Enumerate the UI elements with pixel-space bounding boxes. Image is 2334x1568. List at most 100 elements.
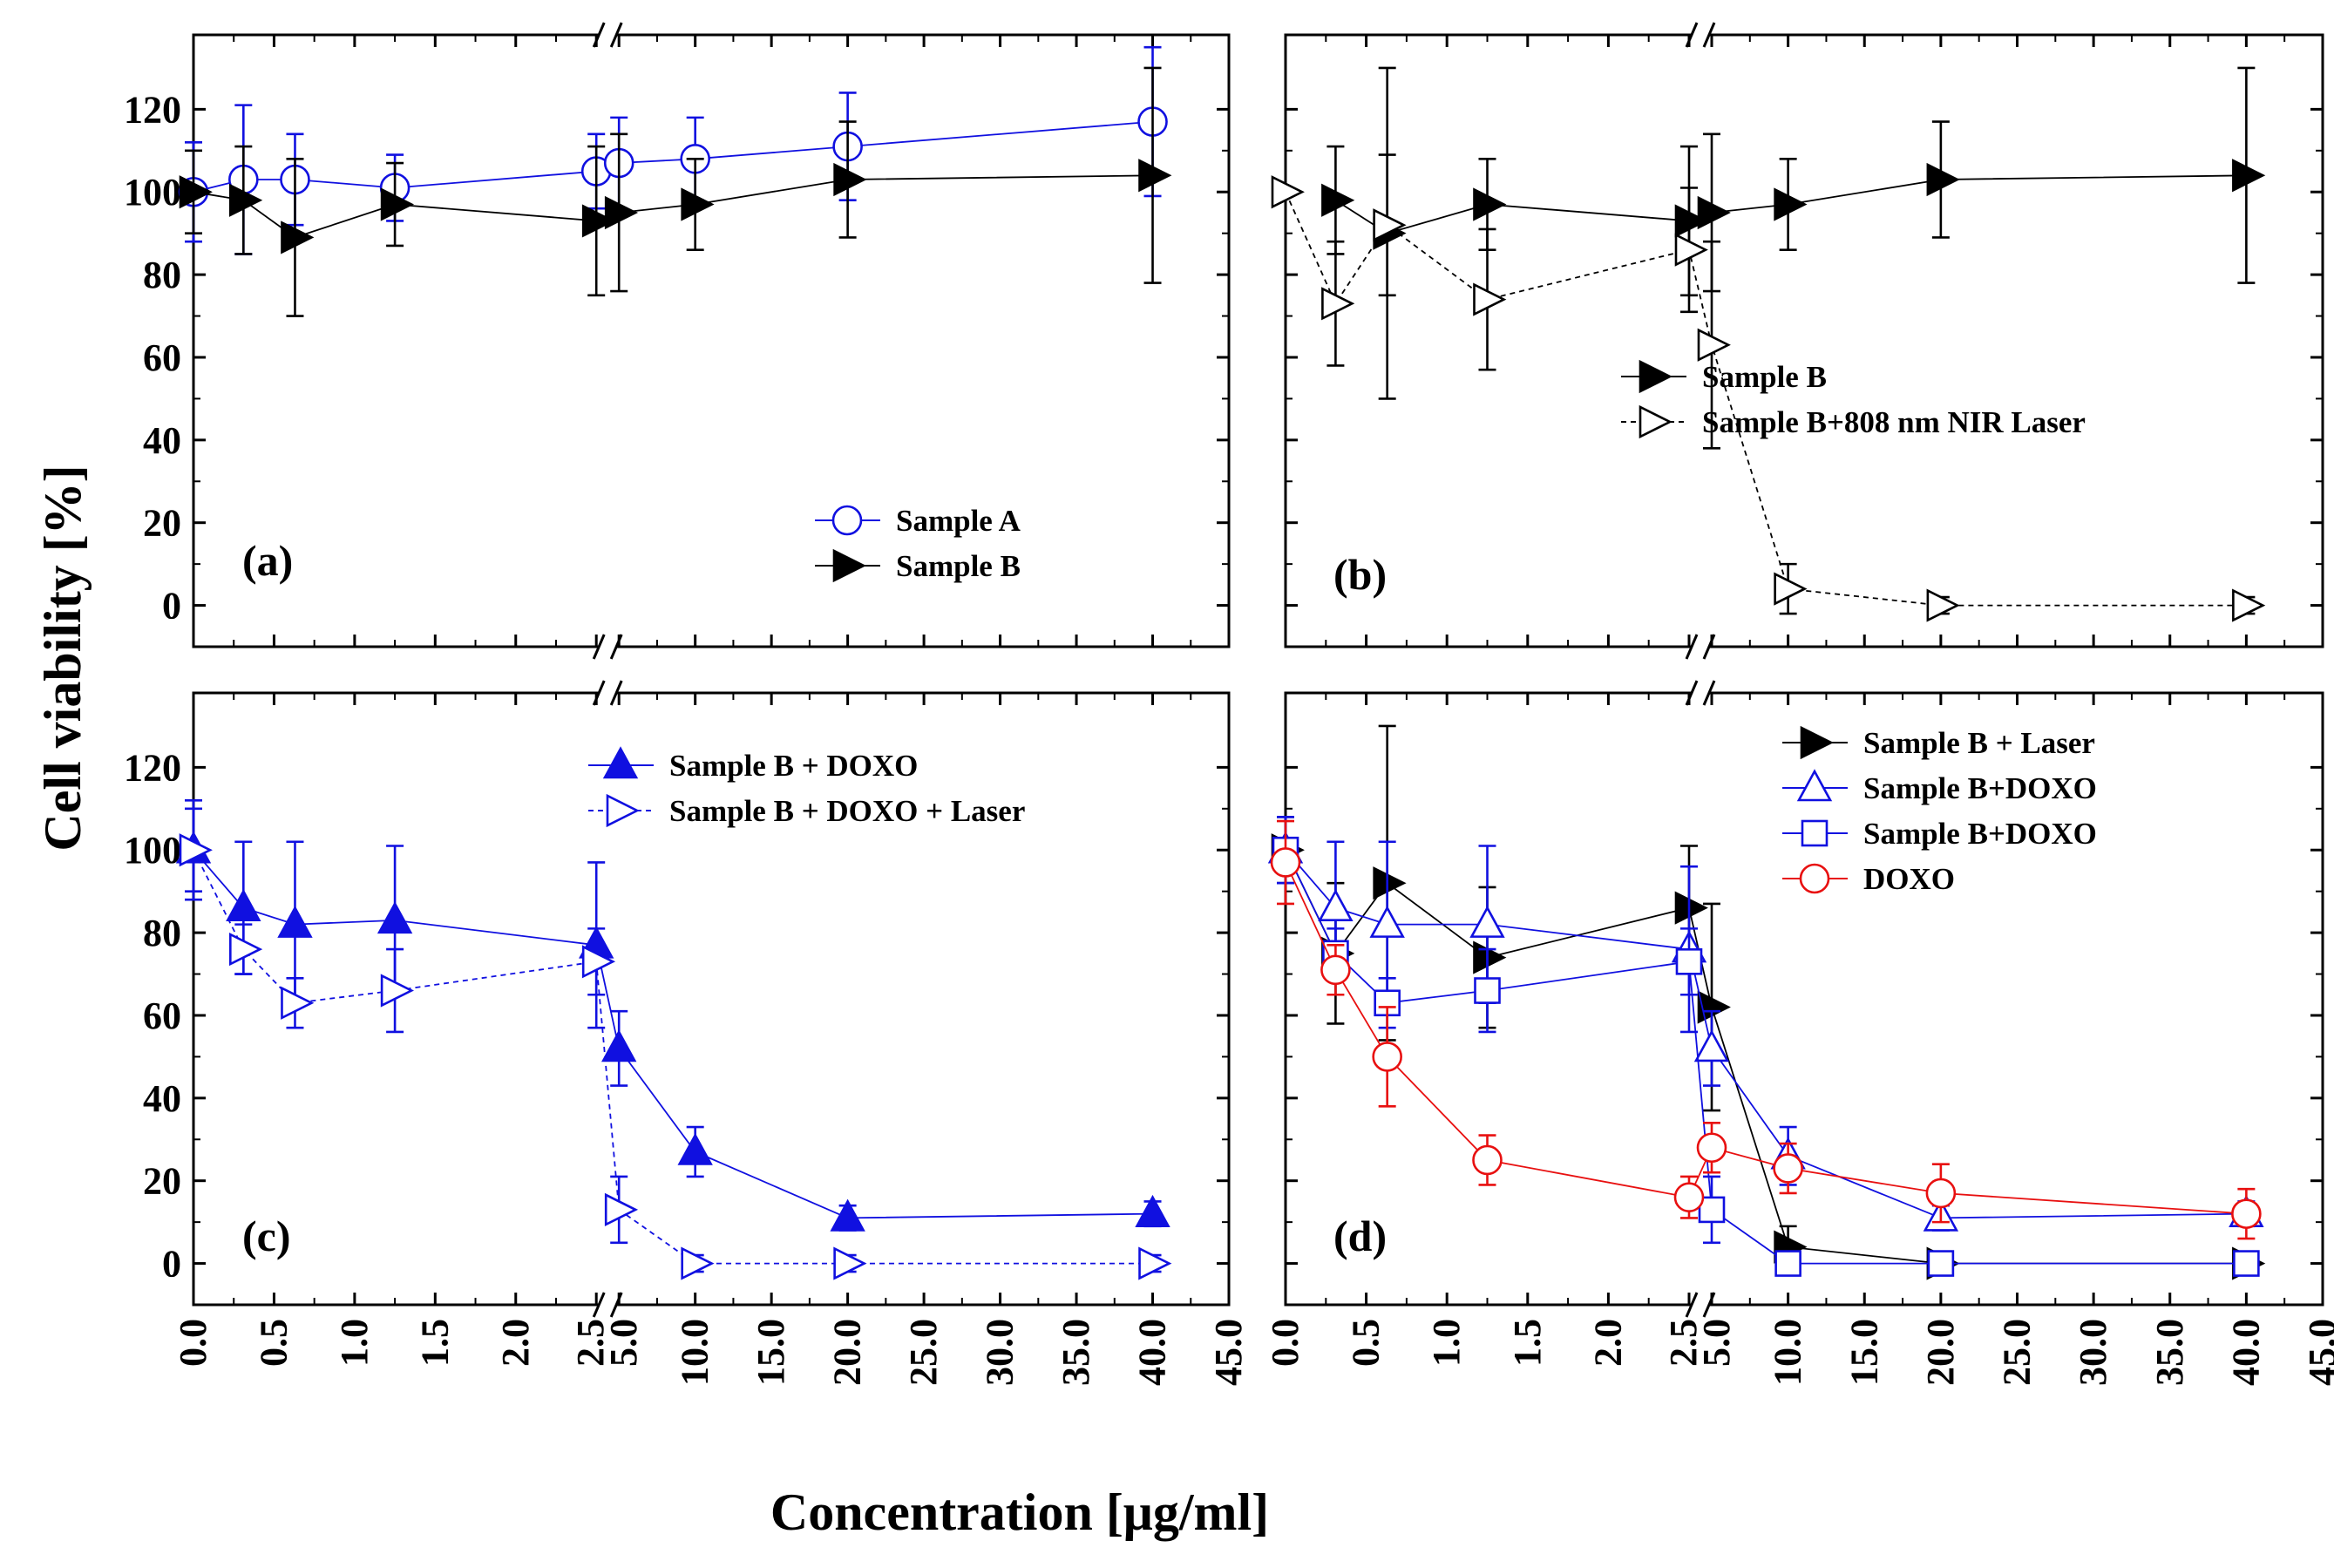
x-tick-label: 2.0 bbox=[494, 1319, 537, 1367]
x-tick-label: 1.5 bbox=[413, 1319, 456, 1367]
x-tick-label: 5.0 bbox=[1695, 1319, 1738, 1367]
panel-label: (d) bbox=[1333, 1212, 1387, 1260]
legend-label: Sample B + DOXO + Laser bbox=[669, 794, 1025, 828]
data-point bbox=[380, 974, 415, 1008]
data-point bbox=[1473, 282, 1507, 316]
axis-break-gap bbox=[1691, 24, 1710, 45]
series-line bbox=[1285, 849, 2247, 1265]
legend-label: Sample B+DOXO bbox=[1863, 817, 2097, 851]
data-point bbox=[226, 888, 261, 921]
x-tick-label: 30.0 bbox=[979, 1319, 1021, 1386]
data-point bbox=[2232, 588, 2266, 622]
legend-label: Sample B + Laser bbox=[1863, 726, 2095, 760]
data-point bbox=[604, 1192, 639, 1227]
data-point bbox=[1774, 572, 1808, 606]
y-tick-label: 80 bbox=[143, 254, 181, 296]
x-tick-label: 15.0 bbox=[750, 1319, 792, 1386]
legend-marker bbox=[831, 505, 863, 536]
x-axis-label: Concentration [μg/ml] bbox=[770, 1483, 1269, 1541]
data-point bbox=[830, 1198, 865, 1232]
series-line bbox=[193, 849, 1153, 1219]
data-point bbox=[681, 187, 715, 221]
series-sample-a bbox=[178, 45, 1168, 255]
data-point bbox=[281, 986, 315, 1020]
axis-break-mark bbox=[609, 22, 623, 48]
axis-break-mark bbox=[609, 680, 623, 706]
x-tick-label: 5.0 bbox=[602, 1319, 645, 1367]
y-tick-label: 0 bbox=[162, 585, 181, 628]
series-doxo bbox=[1270, 819, 2262, 1240]
data-point bbox=[601, 1029, 637, 1062]
data-point bbox=[604, 195, 639, 230]
series-sample-b bbox=[179, 66, 1172, 317]
data-point bbox=[2233, 1250, 2260, 1277]
y-tick-label: 60 bbox=[143, 994, 181, 1037]
data-point bbox=[1321, 287, 1355, 321]
legend-marker bbox=[606, 793, 640, 828]
x-tick-label: 2.0 bbox=[1586, 1319, 1629, 1367]
x-tick-label: 45.0 bbox=[1207, 1319, 1250, 1386]
data-point bbox=[1926, 588, 1960, 622]
x-tick-label: 1.5 bbox=[1506, 1319, 1549, 1367]
data-point bbox=[229, 932, 263, 967]
y-tick-label: 60 bbox=[143, 336, 181, 379]
data-point bbox=[581, 204, 616, 238]
data-point bbox=[1373, 866, 1407, 900]
data-point bbox=[581, 945, 616, 979]
x-tick-label: 2.5 bbox=[1662, 1319, 1705, 1367]
data-point bbox=[1673, 1182, 1705, 1212]
axis-break-gap bbox=[598, 682, 618, 703]
legend-marker bbox=[1639, 359, 1672, 394]
data-point bbox=[281, 221, 315, 255]
data-point bbox=[1697, 328, 1731, 362]
axis-break-mark bbox=[1685, 1292, 1699, 1318]
data-point bbox=[681, 1246, 715, 1280]
x-tick-label: 20.0 bbox=[826, 1319, 869, 1386]
data-point bbox=[229, 183, 263, 217]
data-point bbox=[2232, 159, 2266, 193]
legend-label: Sample B + DOXO bbox=[669, 749, 918, 783]
data-point bbox=[380, 187, 415, 221]
series-sample-b-doxo-laser bbox=[179, 807, 1172, 1280]
x-tick-label: 30.0 bbox=[2072, 1319, 2114, 1386]
axis-break-mark bbox=[1702, 680, 1716, 706]
data-point bbox=[1697, 195, 1731, 230]
legend-label: Sample B bbox=[1702, 360, 1827, 394]
x-tick-label: 1.0 bbox=[333, 1319, 376, 1367]
data-point bbox=[1372, 1042, 1402, 1072]
x-tick-label: 40.0 bbox=[2224, 1319, 2267, 1386]
series-sample-b-laser bbox=[1271, 724, 2266, 1280]
x-tick-label: 25.0 bbox=[902, 1319, 945, 1386]
legend-label: DOXO bbox=[1863, 862, 1955, 896]
data-point bbox=[1925, 1178, 1957, 1209]
x-tick-label: 35.0 bbox=[2148, 1319, 2191, 1386]
x-tick-label: 1.0 bbox=[1425, 1319, 1468, 1367]
x-tick-label: 2.5 bbox=[569, 1319, 612, 1367]
data-point bbox=[1474, 977, 1501, 1004]
legend-marker bbox=[832, 548, 866, 583]
data-point bbox=[1774, 1250, 1801, 1277]
axis-break-mark bbox=[1702, 22, 1716, 48]
x-tick-label: 25.0 bbox=[1996, 1319, 2039, 1386]
data-point bbox=[377, 901, 413, 934]
x-tick-label: 0.5 bbox=[1345, 1319, 1388, 1367]
axis-break-gap bbox=[598, 24, 618, 45]
data-point bbox=[1138, 159, 1172, 193]
data-point bbox=[677, 1132, 713, 1165]
data-point bbox=[1675, 948, 1703, 975]
plot-frame bbox=[1284, 33, 2324, 648]
series-sample-b-doxo bbox=[175, 799, 1170, 1232]
x-tick-label: 35.0 bbox=[1055, 1319, 1097, 1386]
series-line bbox=[193, 849, 1153, 1265]
data-point bbox=[1369, 905, 1405, 938]
y-tick-label: 120 bbox=[124, 746, 181, 789]
x-tick-label: 0.5 bbox=[252, 1319, 295, 1367]
x-tick-label: 10.0 bbox=[674, 1319, 716, 1386]
data-point bbox=[1674, 204, 1708, 238]
legend-label: Sample B bbox=[896, 549, 1021, 583]
axis-break-gap bbox=[1691, 1294, 1710, 1315]
data-point bbox=[179, 175, 213, 209]
data-point bbox=[1674, 891, 1708, 925]
legend-marker bbox=[602, 746, 639, 779]
data-point bbox=[1473, 940, 1507, 974]
